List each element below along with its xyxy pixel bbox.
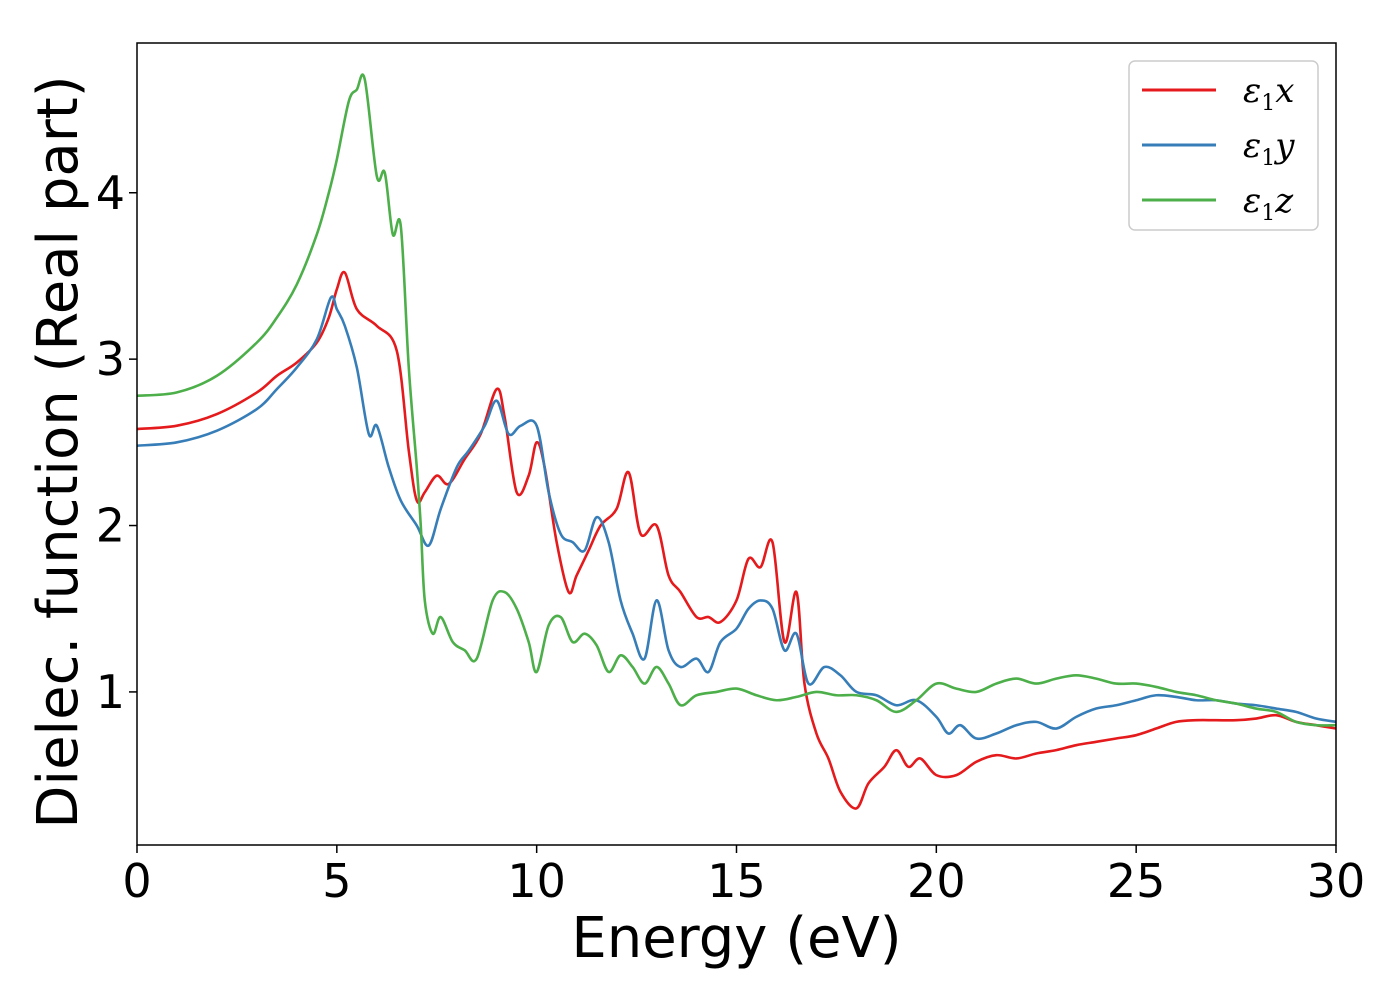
legend-label: ε1z	[1243, 181, 1294, 226]
y-tick-label: 2	[96, 499, 125, 553]
x-tick-label: 10	[507, 854, 566, 908]
y-tick-label: 1	[96, 665, 125, 719]
y-axis-label: Dielec. function (Real part)	[26, 75, 91, 828]
x-tick-label: 30	[1307, 854, 1366, 908]
series-line-x	[137, 270, 1336, 810]
series-line-y	[137, 295, 1336, 741]
x-axis-ticks: 0 5 10 15 20 25 30	[122, 845, 1365, 908]
series-line-z	[137, 73, 1336, 727]
series-lines	[137, 73, 1336, 810]
y-axis-ticks: 1 2 3 4	[96, 166, 137, 719]
x-tick-label: 25	[1107, 854, 1166, 908]
x-tick-label: 15	[707, 854, 766, 908]
x-tick-label: 0	[122, 854, 151, 908]
y-tick-label: 4	[96, 166, 125, 220]
legend-box	[1128, 60, 1319, 231]
x-axis-label: Energy (eV)	[571, 906, 901, 971]
x-tick-label: 20	[907, 854, 966, 908]
x-tick-label: 5	[322, 854, 351, 908]
legend-label: ε1y	[1243, 126, 1295, 171]
legend-label: ε1x	[1243, 71, 1294, 116]
legend: ε1x ε1y ε1z	[1128, 60, 1319, 231]
plot-area	[137, 73, 1336, 810]
y-tick-label: 3	[96, 332, 125, 386]
